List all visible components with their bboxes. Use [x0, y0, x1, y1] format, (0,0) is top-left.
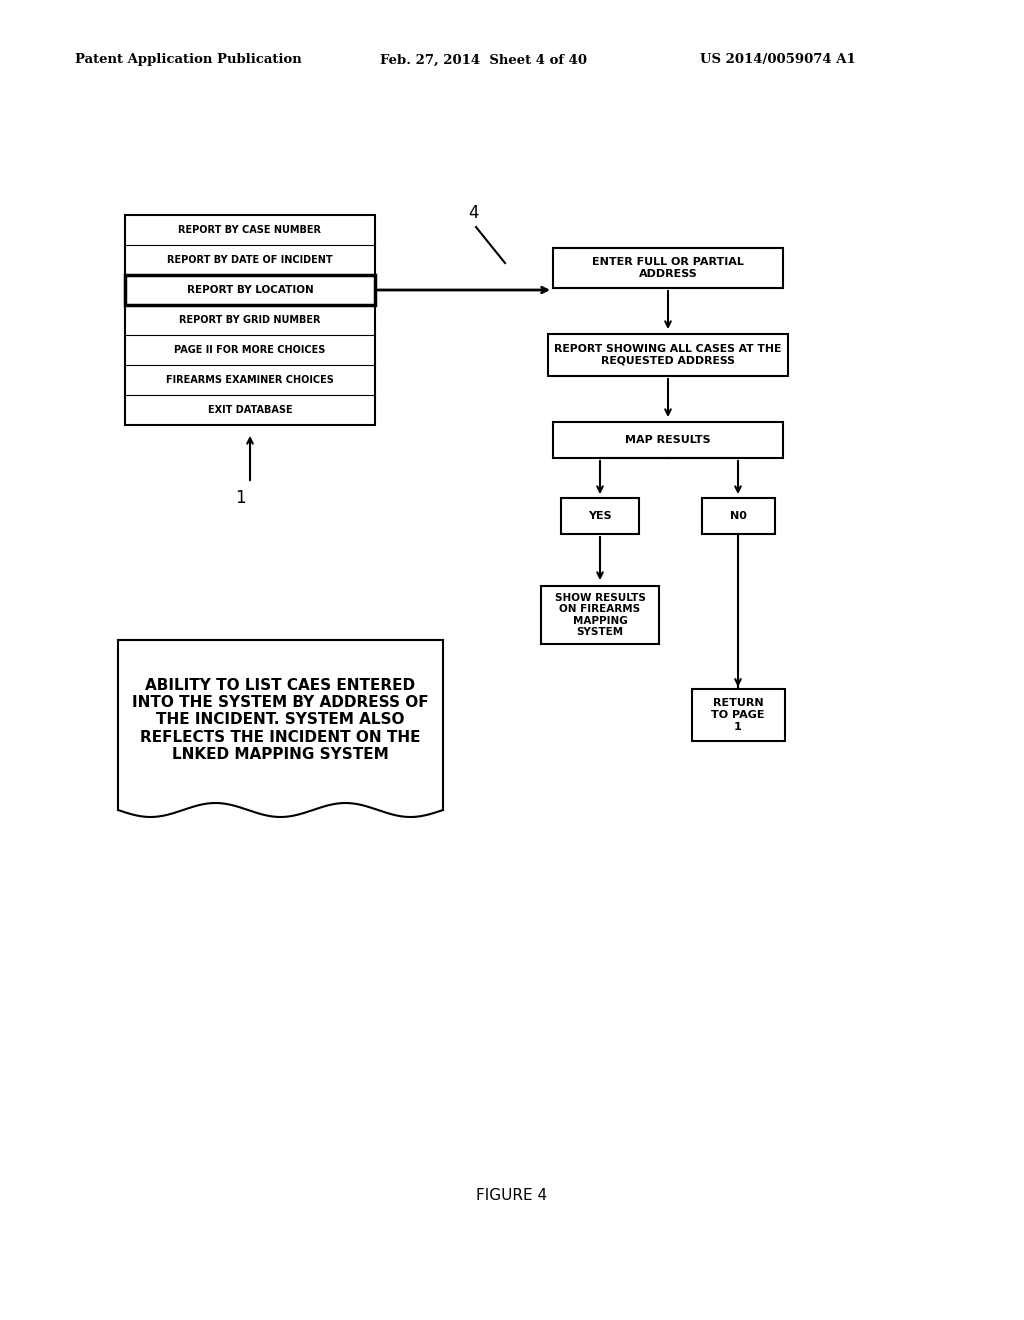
Bar — [561, 498, 639, 535]
Text: REPORT SHOWING ALL CASES AT THE
REQUESTED ADDRESS: REPORT SHOWING ALL CASES AT THE REQUESTE… — [554, 345, 781, 366]
Text: Patent Application Publication: Patent Application Publication — [75, 54, 302, 66]
Text: 1: 1 — [234, 488, 246, 507]
Text: 4: 4 — [468, 205, 478, 222]
Bar — [541, 586, 659, 644]
Bar — [548, 334, 788, 376]
Text: REPORT BY GRID NUMBER: REPORT BY GRID NUMBER — [179, 315, 321, 325]
Bar — [553, 248, 783, 288]
Text: EXIT DATABASE: EXIT DATABASE — [208, 405, 292, 414]
Bar — [553, 422, 783, 458]
Text: REPORT BY DATE OF INCIDENT: REPORT BY DATE OF INCIDENT — [167, 255, 333, 265]
Bar — [125, 215, 375, 425]
Text: US 2014/0059074 A1: US 2014/0059074 A1 — [700, 54, 856, 66]
Text: YES: YES — [588, 511, 611, 521]
Text: N0: N0 — [729, 511, 746, 521]
Bar — [701, 498, 774, 535]
Text: PAGE II FOR MORE CHOICES: PAGE II FOR MORE CHOICES — [174, 345, 326, 355]
Bar — [125, 275, 375, 305]
Text: Feb. 27, 2014  Sheet 4 of 40: Feb. 27, 2014 Sheet 4 of 40 — [380, 54, 587, 66]
Text: MAP RESULTS: MAP RESULTS — [626, 436, 711, 445]
Text: FIGURE 4: FIGURE 4 — [476, 1188, 548, 1203]
Text: ENTER FULL OR PARTIAL
ADDRESS: ENTER FULL OR PARTIAL ADDRESS — [592, 257, 744, 279]
Text: RETURN
TO PAGE
1: RETURN TO PAGE 1 — [712, 698, 765, 731]
Text: REPORT BY CASE NUMBER: REPORT BY CASE NUMBER — [178, 224, 322, 235]
Text: REPORT BY LOCATION: REPORT BY LOCATION — [186, 285, 313, 294]
Text: FIREARMS EXAMINER CHOICES: FIREARMS EXAMINER CHOICES — [166, 375, 334, 385]
Text: SHOW RESULTS
ON FIREARMS
MAPPING
SYSTEM: SHOW RESULTS ON FIREARMS MAPPING SYSTEM — [555, 593, 645, 638]
Bar — [691, 689, 784, 741]
Text: ABILITY TO LIST CAES ENTERED
INTO THE SYSTEM BY ADDRESS OF
THE INCIDENT. SYSTEM : ABILITY TO LIST CAES ENTERED INTO THE SY… — [132, 677, 429, 762]
